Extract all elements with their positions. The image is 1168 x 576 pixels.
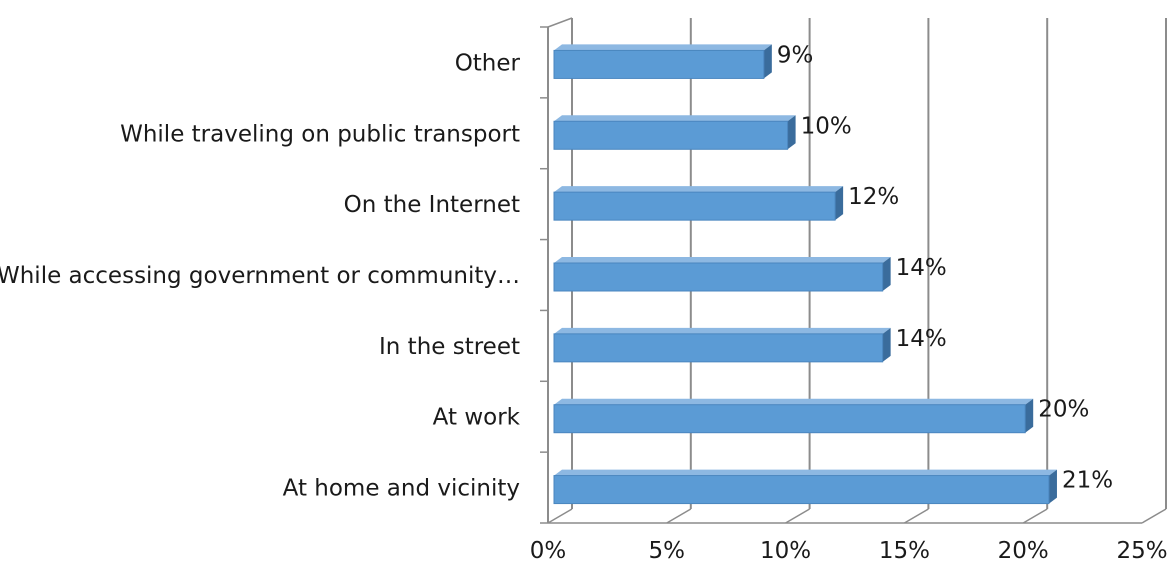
- bar: [553, 49, 765, 79]
- bar: [553, 404, 1026, 434]
- floor-diagonal-3: [904, 508, 929, 524]
- category-label: While accessing government or community…: [0, 263, 520, 289]
- floor-diagonal-5: [1141, 508, 1167, 524]
- data-label: 9%: [777, 42, 814, 68]
- bar: [553, 262, 884, 292]
- data-label: 14%: [896, 255, 947, 281]
- data-label: 20%: [1038, 397, 1089, 423]
- axis-layer: [540, 17, 1142, 524]
- bar-top-face: [554, 186, 844, 193]
- x-tick-label: 5%: [649, 538, 686, 564]
- category-label: Other: [455, 50, 521, 76]
- data-label: 10%: [801, 113, 852, 139]
- x-tick-label: 0%: [530, 538, 567, 564]
- bars-layer: [553, 44, 1057, 505]
- bar-side-face: [1025, 398, 1034, 433]
- bar-side-face: [787, 115, 796, 150]
- data-label: 14%: [896, 326, 947, 352]
- category-label: At work: [433, 405, 521, 431]
- floor-diagonal-1: [666, 508, 692, 524]
- x-tick-label: 25%: [1116, 538, 1167, 564]
- category-label: On the Internet: [344, 192, 520, 218]
- bar-side-face: [1048, 469, 1057, 504]
- x-tick-label: 15%: [879, 538, 930, 564]
- floor-diagonal-2: [785, 508, 810, 524]
- x-tick-label: 20%: [998, 538, 1049, 564]
- bar-top-face: [554, 398, 1034, 405]
- bar-top-face: [554, 115, 796, 122]
- bar-side-face: [882, 257, 891, 291]
- floor-diagonal-0: [547, 508, 573, 524]
- bar-side-face: [763, 44, 772, 79]
- bar-side-face: [882, 327, 891, 362]
- bar: [553, 120, 789, 150]
- bar-top-face: [554, 257, 891, 263]
- bar-top-face: [554, 327, 891, 334]
- y-axis-top-diagonal: [547, 17, 573, 28]
- bar-top-face: [554, 469, 1057, 476]
- bar-top-face: [554, 44, 772, 51]
- category-label: At home and vicinity: [283, 476, 520, 502]
- bar: [553, 475, 1050, 505]
- bar: [553, 333, 884, 363]
- category-label: In the street: [379, 334, 520, 360]
- bar: [553, 191, 836, 221]
- data-label: 21%: [1062, 468, 1113, 494]
- labels-layer: 0% 5% 10% 15% 20% 25% Other 9% While traveling o…: [0, 42, 1168, 564]
- data-label: 12%: [848, 184, 899, 210]
- x-tick-label: 10%: [760, 538, 811, 564]
- bar-side-face: [835, 186, 844, 221]
- floor-diagonal-4: [1022, 508, 1048, 524]
- category-label: While traveling on public transport: [120, 121, 520, 147]
